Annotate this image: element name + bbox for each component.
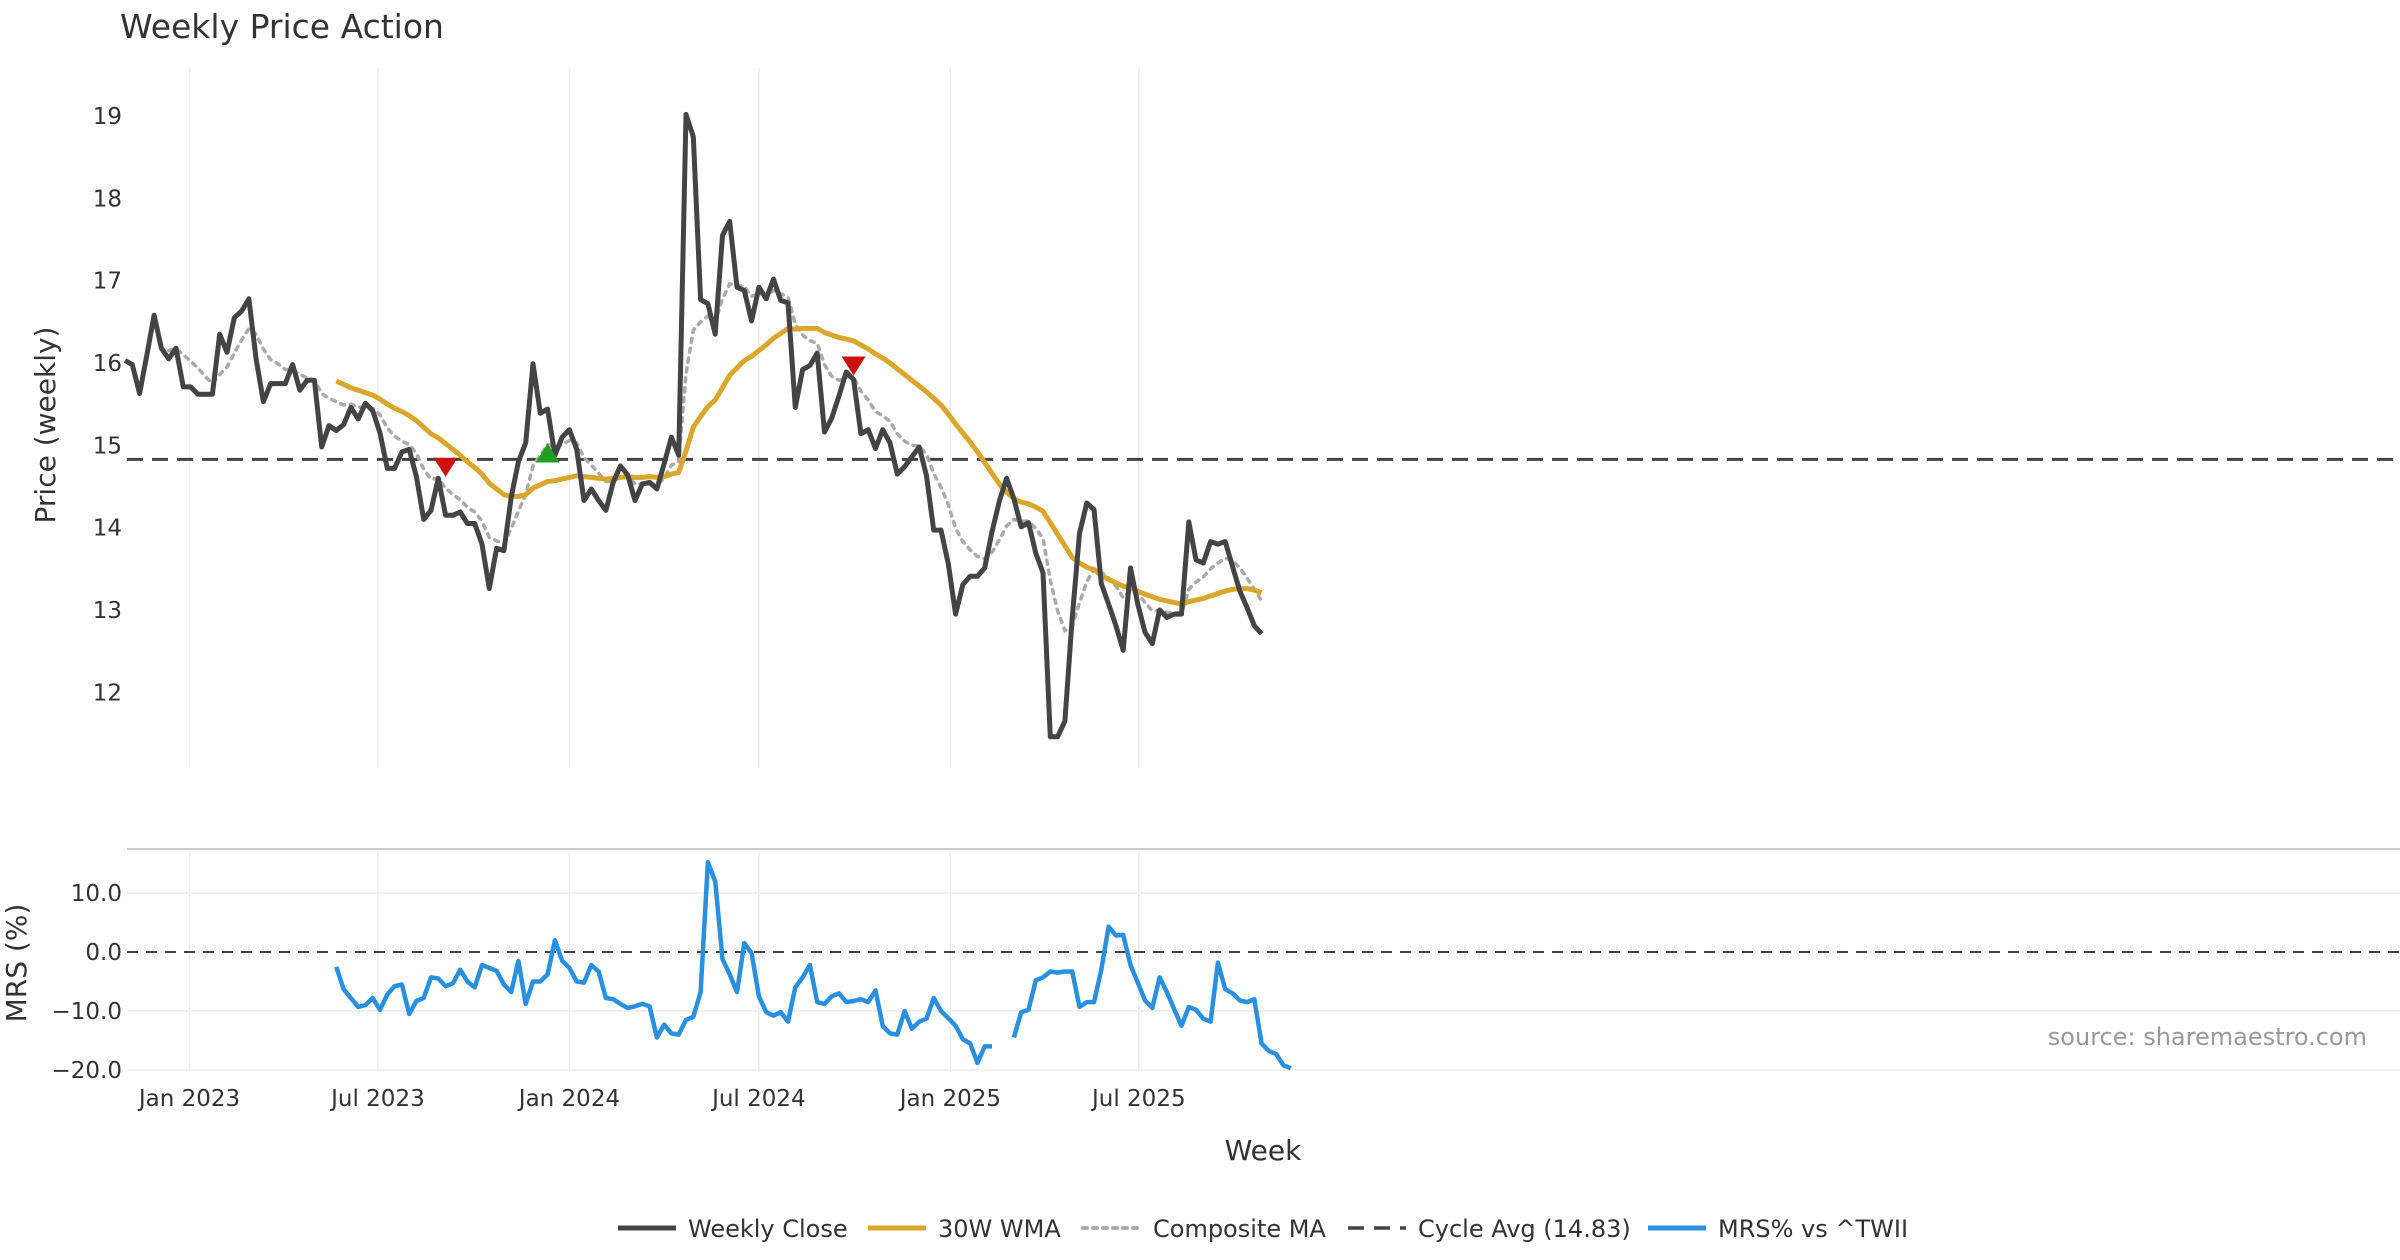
- mrs-y-ticks: 10.0 0.0 −10.0 −20.0: [52, 881, 122, 1084]
- x-tick-label: Jan 2025: [898, 1086, 1001, 1112]
- mrs-line: [334, 860, 1292, 1071]
- price-y-tick-label: 12: [93, 680, 122, 706]
- legend-label-cycle: Cycle Avg (14.83): [1418, 1215, 1631, 1243]
- legend-label-composite: Composite MA: [1153, 1215, 1326, 1243]
- chart-title: Weekly Price Action: [120, 7, 444, 46]
- price-y-tick-label: 14: [93, 516, 122, 542]
- price-y-tick-label: 13: [93, 598, 122, 624]
- mrs-y-tick-label: −20.0: [52, 1058, 122, 1084]
- legend-label-mrs: MRS% vs ^TWII: [1718, 1215, 1908, 1243]
- mrs-y-tick-label: 0.0: [85, 940, 122, 966]
- signal-markers: [433, 356, 866, 477]
- price-y-ticks: 12 13 14 15 16 17 18 19: [93, 104, 122, 706]
- buy-signal-marker: [535, 443, 560, 463]
- mrs-y-axis-label: MRS (%): [0, 904, 33, 1023]
- price-y-tick-label: 17: [93, 269, 122, 295]
- x-tick-label: Jul 2023: [329, 1086, 425, 1112]
- sell-signal-marker: [433, 457, 458, 477]
- legend-label-wma: 30W WMA: [938, 1215, 1061, 1243]
- mrs-gridlines: [127, 852, 2400, 1072]
- price-y-tick-label: 19: [93, 104, 122, 130]
- x-ticks: Jan 2023 Jul 2023 Jan 2024 Jul 2024 Jan 2025…: [137, 1086, 1186, 1112]
- mrs-y-tick-label: −10.0: [52, 999, 122, 1025]
- x-tick-label: Jan 2024: [517, 1086, 620, 1112]
- x-tick-label: Jul 2024: [710, 1086, 806, 1112]
- price-gridlines: [188, 68, 1140, 768]
- source-note: source: sharemaestro.com: [2048, 1023, 2367, 1051]
- sell-signal-marker: [841, 356, 866, 376]
- weekly-close-line: [123, 111, 1264, 740]
- price-y-axis-label: Price (weekly): [29, 327, 62, 524]
- mrs-y-tick-label: 10.0: [71, 881, 122, 907]
- price-y-tick-label: 18: [93, 186, 122, 212]
- x-tick-label: Jul 2025: [1090, 1086, 1186, 1112]
- price-y-tick-label: 16: [93, 351, 122, 377]
- legend-label-close: Weekly Close: [688, 1215, 848, 1243]
- x-axis-label: Week: [1225, 1134, 1302, 1167]
- price-y-tick-label: 15: [93, 433, 122, 459]
- x-tick-label: Jan 2023: [137, 1086, 240, 1112]
- legend: Weekly Close 30W WMA Composite MA Cycle Avg…: [618, 1215, 1908, 1243]
- wma-30w-line: [335, 325, 1263, 607]
